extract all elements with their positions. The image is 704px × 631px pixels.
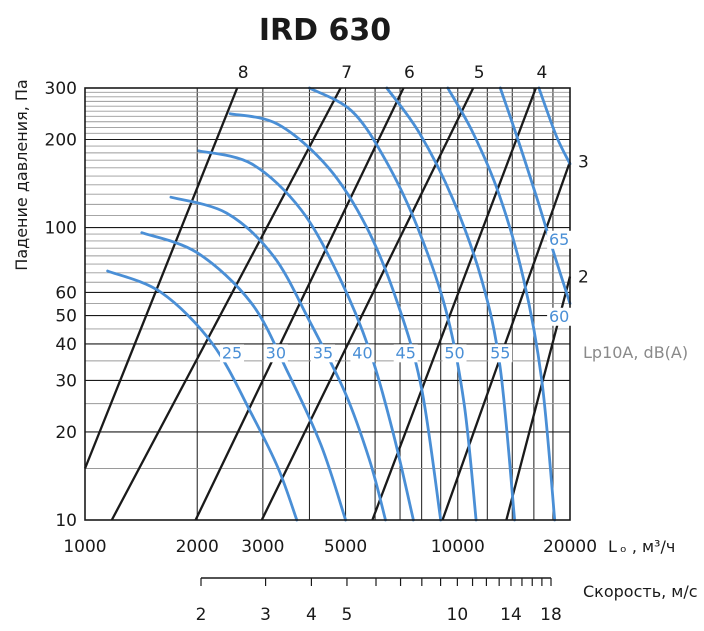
damper-line-label: 2 [578,268,589,288]
curve-label-bg [442,344,467,363]
sound-level-curve [498,86,572,305]
curve-label: 45 [396,343,416,362]
curve-label: 60 [549,307,569,326]
velocity-tick-label: 14 [500,605,522,625]
curve-label-bg [547,307,572,326]
curve-label-bg [350,344,375,363]
curve-label: 35 [313,343,333,362]
sound-level-curves [106,86,572,522]
curve-label: 40 [352,343,372,362]
sound-level-curve [228,112,443,522]
curve-label-bg [311,344,336,363]
x-tick-label: 20000 [543,537,597,557]
x-axis-label: L ₒ , м³/ч [608,537,675,556]
y-tick-label: 200 [45,130,77,150]
damper-line-label: 6 [404,63,415,83]
grid [84,87,571,521]
sound-level-curve [446,86,557,522]
plot-frame [84,87,571,521]
sound-level-curve [197,149,415,522]
y-axis-label: Падение давления, Па [12,79,31,270]
velocity-tick-label: 3 [260,605,271,625]
sound-level-curve [140,231,347,522]
curve-label: 25 [222,343,242,362]
curve-label: 65 [549,230,569,249]
velocity-tick-label: 5 [342,605,353,625]
x-tick-label: 10000 [431,537,485,557]
curve-label: 55 [490,343,510,362]
damper-line-label: 5 [474,63,485,83]
y-tick-label: 50 [55,307,77,327]
sound-level-curve [385,86,516,522]
y-tick-label: 20 [55,423,77,443]
sound-level-curve [537,86,572,166]
damper-line [371,87,537,521]
damper-line-label: 8 [238,63,249,83]
velocity-tick-label: 18 [540,605,562,625]
curve-label-bg [393,344,418,363]
velocity-tick-label: 2 [196,605,207,625]
y-tick-label: 100 [45,219,77,239]
y-tick-label: 30 [55,371,77,391]
chart-title: IRD 630 [259,13,391,48]
y-tick-label: 300 [45,79,77,99]
sound-level-curve [106,269,299,522]
damper-line [110,87,342,521]
velocity-axis-label: Скорость, м/с [583,582,698,601]
curve-label-bg [263,344,288,363]
x-tick-label: 5000 [324,537,367,557]
y-tick-label: 10 [55,511,77,531]
y-tick-label: 60 [55,283,77,303]
curve-label: 30 [266,343,286,362]
curve-label-bg [547,230,572,249]
x-tick-label: 1000 [63,537,106,557]
sound-level-label: Lp10A, dB(A) [583,343,688,362]
damper-line-label: 7 [341,63,352,83]
velocity-axis: 2 3 4 5 10 14 18 [196,577,562,625]
damper-line [441,161,572,521]
sound-level-curve [308,86,478,522]
x-tick-label: 3000 [241,537,284,557]
damper-line [83,87,239,469]
x-tick-label: 2000 [176,537,219,557]
y-tick-label: 40 [55,335,77,355]
damper-line [260,87,475,521]
damper-line-label: 4 [536,63,547,83]
damper-line-label: 3 [578,153,589,173]
sound-level-curve [169,195,387,522]
curve-label-bg [220,344,245,363]
velocity-tick-label: 4 [306,605,317,625]
velocity-tick-label: 10 [447,605,469,625]
curve-label-bg [488,344,513,363]
curve-label: 50 [444,343,464,362]
